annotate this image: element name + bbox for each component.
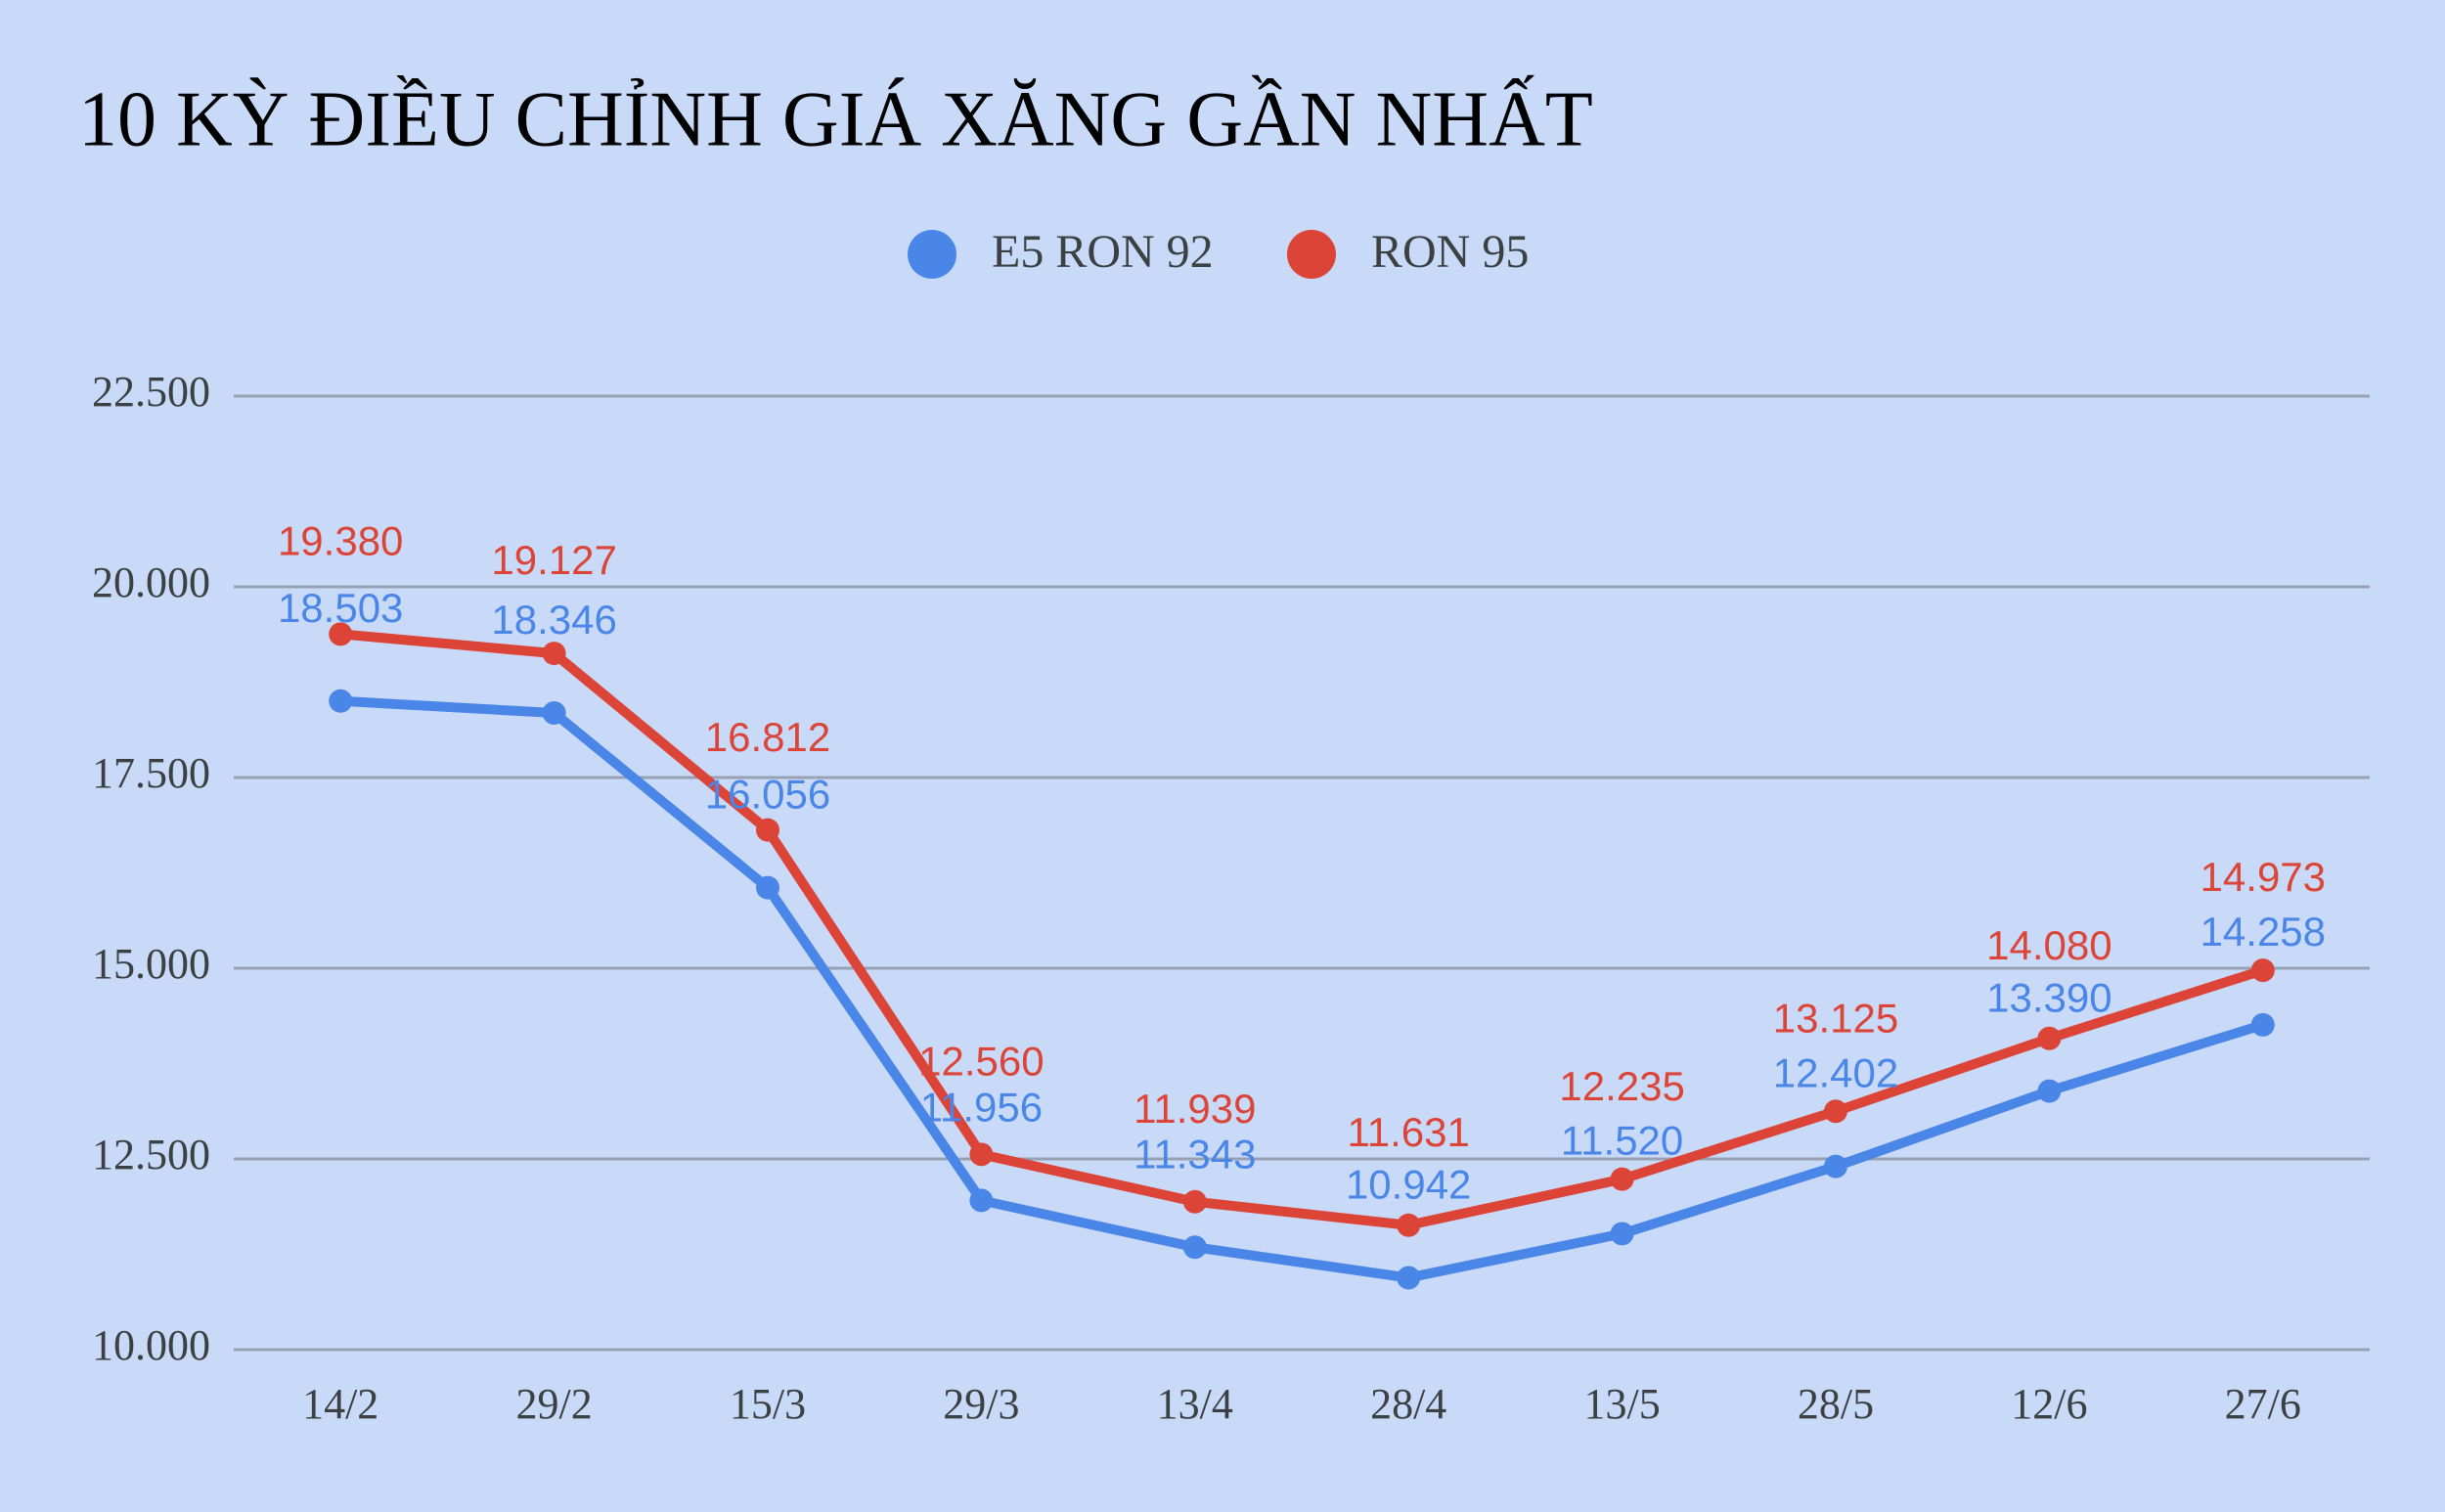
- point: [1182, 1189, 1207, 1214]
- line: [339, 629, 2265, 1230]
- data-label: 14.973: [2200, 854, 2326, 900]
- point: [542, 701, 566, 726]
- data-label: 10.942: [1346, 1162, 1471, 1208]
- data-label: 19.380: [278, 517, 403, 563]
- legend-marker: [908, 230, 956, 279]
- data-label: 12.560: [918, 1038, 1044, 1084]
- legend-label: E5 RON 92: [992, 226, 1214, 278]
- data-label: 18.503: [278, 585, 403, 631]
- data-label: 12.402: [1773, 1050, 1898, 1096]
- point: [1824, 1099, 1847, 1124]
- data-label: 11.939: [1134, 1086, 1256, 1132]
- y-tick-label: 17.500: [92, 749, 210, 797]
- x-tick-label: 12/6: [2011, 1380, 2087, 1428]
- point: [1824, 1154, 1847, 1178]
- point: [2037, 1026, 2062, 1050]
- x-tick-label: 15/3: [730, 1380, 806, 1428]
- point: [542, 642, 566, 666]
- point: [2250, 958, 2275, 983]
- y-tick-label: 20.000: [92, 558, 210, 606]
- y-tick-label: 10.000: [92, 1321, 210, 1369]
- legend-label: RON 95: [1371, 226, 1529, 278]
- data-label: 11.631: [1348, 1109, 1470, 1155]
- y-tick-label: 22.500: [92, 368, 210, 416]
- x-tick-label: 13/4: [1157, 1380, 1233, 1428]
- data-label: 16.056: [705, 772, 830, 818]
- point: [2250, 1012, 2275, 1037]
- x-tick-label: 27/6: [2225, 1380, 2301, 1428]
- x-tick-label: 14/2: [302, 1380, 378, 1428]
- point: [329, 689, 353, 713]
- data-label: 11.956: [920, 1085, 1043, 1131]
- data-label: 13.390: [1986, 975, 2112, 1021]
- point: [1610, 1167, 1634, 1191]
- data-label: 13.125: [1773, 995, 1898, 1041]
- point: [969, 1142, 994, 1167]
- legend-marker: [1287, 230, 1336, 279]
- data-label: 11.520: [1561, 1118, 1683, 1164]
- data-label: 16.812: [705, 714, 830, 760]
- data-label: 14.080: [1986, 922, 2112, 968]
- line: [339, 695, 2265, 1283]
- point: [329, 622, 353, 646]
- point: [1397, 1266, 1421, 1290]
- point: [756, 818, 779, 842]
- y-tick-label: 15.000: [92, 940, 210, 988]
- x-tick-label: 28/5: [1798, 1380, 1874, 1428]
- point: [1397, 1213, 1421, 1237]
- point: [1182, 1235, 1207, 1260]
- data-label: 18.346: [491, 597, 616, 643]
- point: [756, 875, 779, 900]
- x-tick-label: 29/3: [943, 1380, 1019, 1428]
- point: [2037, 1079, 2062, 1103]
- point: [969, 1188, 994, 1213]
- data-label: 19.127: [491, 537, 616, 583]
- chart-title: 10 KỲ ĐIỀU CHỈNH GIÁ XĂNG GẦN NHẤT: [78, 74, 1593, 162]
- y-tick-label: 12.500: [92, 1131, 210, 1178]
- data-label: 14.258: [2200, 909, 2326, 955]
- x-tick-label: 13/5: [1583, 1380, 1660, 1428]
- x-tick-label: 29/2: [515, 1380, 592, 1428]
- x-tick-label: 28/4: [1370, 1380, 1446, 1428]
- point: [1610, 1222, 1634, 1246]
- data-label: 12.235: [1559, 1063, 1684, 1109]
- data-label: 11.343: [1134, 1131, 1256, 1177]
